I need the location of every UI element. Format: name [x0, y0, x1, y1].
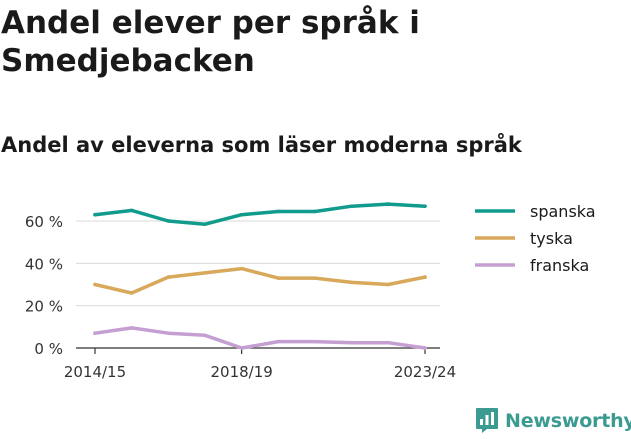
- gridlines: [76, 220, 440, 307]
- data-point-franska: [313, 339, 317, 344]
- y-tick-label: 40 %: [25, 255, 63, 273]
- data-point-franska: [423, 346, 427, 350]
- data-point-spanska: [423, 204, 427, 208]
- data-point-spanska: [93, 212, 97, 217]
- axes: 0 % 20 % 40 % 60 % 2014/15 2018/19 2023/24: [25, 213, 456, 381]
- data-point-spanska: [276, 209, 281, 214]
- data-point-spanska: [129, 208, 134, 213]
- x-tick-label: 2023/24: [394, 363, 456, 381]
- legend: spanska tyska franska: [475, 202, 596, 275]
- newsworthy-logo-icon: [476, 408, 498, 433]
- data-point-franska: [239, 346, 244, 350]
- y-tick-label: 20 %: [25, 298, 63, 316]
- series-line-spanska: [93, 202, 427, 226]
- legend-label-franska: franska: [530, 256, 589, 275]
- data-point-spanska: [239, 212, 244, 217]
- data-point-franska: [349, 340, 354, 345]
- data-point-franska: [93, 331, 97, 335]
- data-point-tyska: [349, 280, 354, 285]
- data-point-tyska: [166, 275, 171, 279]
- data-point-spanska: [166, 219, 171, 223]
- data-point-spanska: [386, 202, 391, 206]
- y-tick-label: 60 %: [25, 213, 63, 231]
- data-point-franska: [166, 331, 171, 335]
- brand-logo: Newsworthy: [475, 407, 631, 434]
- data-point-tyska: [313, 276, 317, 280]
- data-point-spanska: [203, 222, 207, 226]
- data-point-tyska: [423, 275, 427, 279]
- data-point-franska: [203, 333, 207, 338]
- data-point-franska: [276, 339, 281, 344]
- chart-subtitle: Andel av eleverna som läser moderna språ…: [1, 133, 522, 157]
- legend-label-spanska: spanska: [530, 202, 596, 221]
- series-line-tyska: [93, 266, 427, 295]
- data-point-tyska: [203, 271, 207, 275]
- data-point-tyska: [93, 282, 97, 287]
- data-point-tyska: [129, 291, 134, 295]
- legend-label-tyska: tyska: [530, 229, 573, 248]
- brand-name: Newsworthy: [505, 409, 631, 432]
- series-line-franska: [93, 326, 427, 350]
- data-point-tyska: [276, 276, 281, 280]
- data-point-spanska: [313, 209, 317, 214]
- data-point-franska: [129, 326, 134, 330]
- x-tick-label: 2014/15: [64, 363, 126, 381]
- chart-title: Andel elever per språk i Smedjebacken: [1, 5, 420, 79]
- data-point-tyska: [239, 266, 244, 271]
- data-point-spanska: [349, 204, 354, 208]
- data-point-tyska: [386, 282, 391, 287]
- series-lines: [93, 202, 427, 350]
- y-tick-label: 0 %: [34, 340, 63, 358]
- x-tick-label: 2018/19: [211, 363, 273, 381]
- data-point-franska: [386, 340, 391, 345]
